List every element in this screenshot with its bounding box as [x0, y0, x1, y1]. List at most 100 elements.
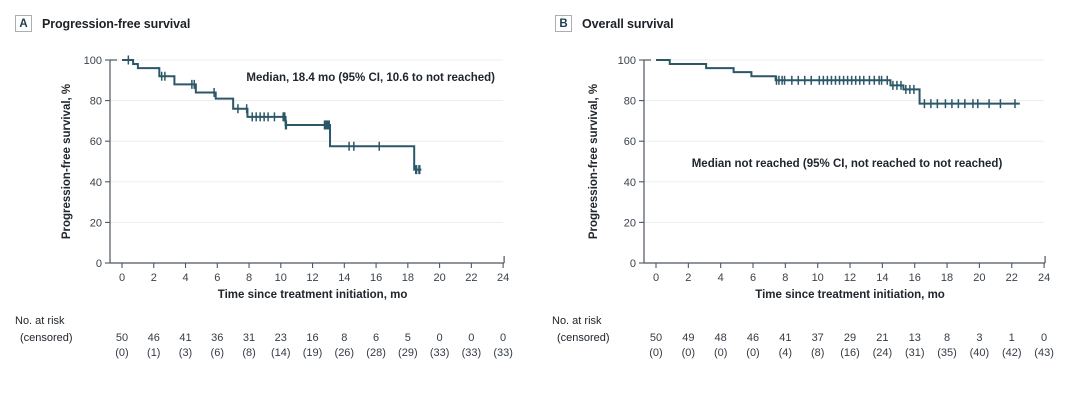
x-tick-label: 14 — [876, 272, 888, 284]
censored-value: (0) — [682, 347, 695, 359]
censored-value: (1) — [147, 347, 160, 359]
risk-table-label-line1: No. at risk — [15, 315, 65, 327]
x-tick-label: 22 — [465, 272, 477, 284]
x-tick-label: 8 — [782, 272, 788, 284]
censored-value: (6) — [211, 347, 224, 359]
y-axis-title: Progression-free survival, % — [588, 84, 600, 239]
panel-a-header: A Progression-free survival — [15, 15, 190, 32]
at-risk-value: 5 — [405, 332, 411, 344]
y-tick-label: 80 — [624, 96, 636, 108]
at-risk-value: 36 — [211, 332, 223, 344]
panel-b-label-box: B — [555, 15, 572, 32]
x-tick-label: 16 — [370, 272, 382, 284]
x-tick-label: 6 — [750, 272, 756, 284]
at-risk-value: 0 — [1041, 332, 1047, 344]
panel-b-header: B Overall survival — [555, 15, 674, 32]
at-risk-value: 21 — [876, 332, 888, 344]
at-risk-value: 8 — [341, 332, 347, 344]
panel-a-label-box: A — [15, 15, 32, 32]
at-risk-value: 46 — [747, 332, 759, 344]
y-tick-label: 40 — [624, 177, 636, 189]
at-risk-value: 41 — [179, 332, 191, 344]
risk-table-label-line1: No. at risk — [552, 315, 602, 327]
x-tick-label: 18 — [402, 272, 414, 284]
at-risk-value: 31 — [243, 332, 255, 344]
x-tick-label: 0 — [119, 272, 125, 284]
y-tick-label: 20 — [90, 217, 102, 229]
censored-value: (24) — [873, 347, 893, 359]
at-risk-value: 37 — [812, 332, 824, 344]
at-risk-value: 3 — [976, 332, 982, 344]
y-tick-label: 20 — [624, 217, 636, 229]
at-risk-value: 16 — [306, 332, 318, 344]
x-tick-label: 16 — [909, 272, 921, 284]
panel-b-title: Overall survival — [582, 16, 674, 31]
x-axis-title: Time since treatment initiation, mo — [218, 289, 408, 301]
censored-value: (19) — [303, 347, 323, 359]
at-risk-value: 23 — [275, 332, 287, 344]
x-tick-label: 12 — [844, 272, 856, 284]
at-risk-value: 46 — [148, 332, 160, 344]
at-risk-value: 0 — [468, 332, 474, 344]
censored-value: (42) — [1002, 347, 1022, 359]
censored-value: (0) — [714, 347, 727, 359]
x-tick-label: 6 — [214, 272, 220, 284]
y-tick-label: 40 — [90, 177, 102, 189]
at-risk-value: 29 — [844, 332, 856, 344]
x-tick-label: 2 — [151, 272, 157, 284]
y-tick-label: 60 — [624, 136, 636, 148]
x-tick-label: 4 — [718, 272, 724, 284]
at-risk-value: 41 — [779, 332, 791, 344]
y-tick-label: 60 — [90, 136, 102, 148]
risk-table-label-line2: (censored) — [20, 332, 73, 344]
censored-value: (33) — [430, 347, 450, 359]
x-tick-label: 18 — [941, 272, 953, 284]
x-tick-label: 20 — [433, 272, 445, 284]
x-tick-label: 0 — [653, 272, 659, 284]
censored-value: (8) — [242, 347, 255, 359]
x-tick-label: 8 — [246, 272, 252, 284]
km-curve — [122, 59, 422, 171]
x-tick-label: 4 — [182, 272, 188, 284]
x-tick-label: 20 — [973, 272, 985, 284]
x-tick-label: 22 — [1006, 272, 1018, 284]
at-risk-value: 0 — [437, 332, 443, 344]
at-risk-value: 50 — [650, 332, 662, 344]
censored-value: (0) — [649, 347, 662, 359]
at-risk-value: 1 — [1009, 332, 1015, 344]
x-axis-title: Time since treatment initiation, mo — [755, 289, 945, 301]
censored-value: (0) — [746, 347, 759, 359]
median-annotation: Median not reached (95% CI, not reached … — [692, 158, 1003, 170]
x-tick-label: 10 — [275, 272, 287, 284]
at-risk-value: 49 — [682, 332, 694, 344]
y-axis-title: Progression-free survival, % — [61, 84, 73, 239]
censored-value: (29) — [398, 347, 418, 359]
km-curve — [656, 59, 1020, 105]
x-tick-label: 10 — [812, 272, 824, 284]
censored-value: (3) — [179, 347, 192, 359]
censored-value: (16) — [840, 347, 860, 359]
y-tick-label: 100 — [618, 55, 636, 67]
at-risk-value: 0 — [500, 332, 506, 344]
censored-value: (33) — [462, 347, 482, 359]
risk-table-label-line2: (censored) — [557, 332, 610, 344]
censored-value: (28) — [366, 347, 386, 359]
at-risk-value: 50 — [116, 332, 128, 344]
at-risk-value: 6 — [373, 332, 379, 344]
censored-value: (14) — [271, 347, 291, 359]
x-tick-label: 24 — [497, 272, 509, 284]
at-risk-value: 8 — [944, 332, 950, 344]
y-tick-label: 80 — [90, 96, 102, 108]
censored-value: (43) — [1034, 347, 1054, 359]
censored-value: (35) — [937, 347, 957, 359]
x-tick-label: 14 — [338, 272, 350, 284]
x-tick-label: 12 — [306, 272, 318, 284]
censored-value: (4) — [779, 347, 792, 359]
censored-value: (0) — [115, 347, 128, 359]
censored-value: (31) — [905, 347, 925, 359]
censored-value: (40) — [970, 347, 990, 359]
at-risk-value: 13 — [909, 332, 921, 344]
median-annotation: Median, 18.4 mo (95% CI, 10.6 to not rea… — [246, 72, 495, 84]
